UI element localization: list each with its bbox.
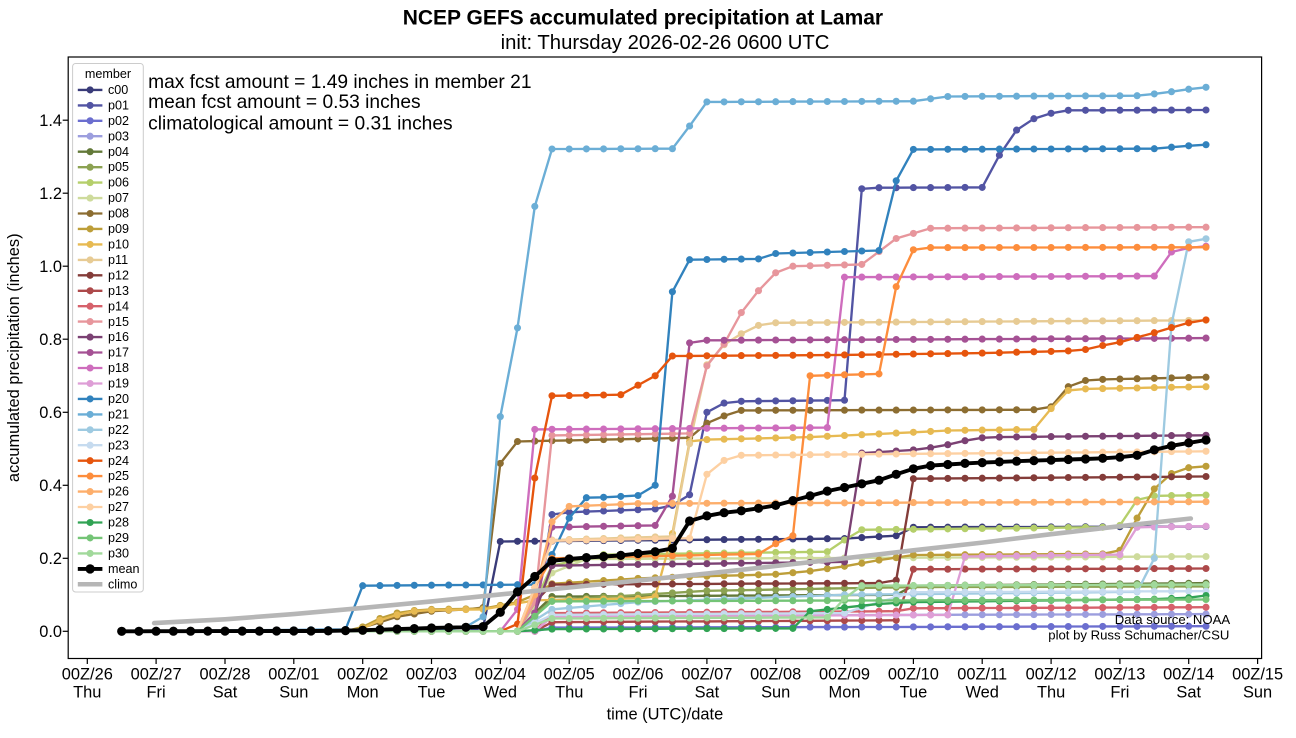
svg-text:p14: p14 — [108, 299, 129, 313]
svg-text:00Z/10: 00Z/10 — [888, 665, 939, 683]
svg-text:p05: p05 — [108, 160, 129, 174]
svg-text:1.4: 1.4 — [39, 112, 62, 130]
svg-text:p25: p25 — [108, 469, 129, 483]
svg-text:p18: p18 — [108, 361, 129, 375]
svg-text:00Z/08: 00Z/08 — [750, 665, 801, 683]
svg-text:p11: p11 — [108, 253, 128, 267]
svg-text:p09: p09 — [108, 222, 129, 236]
svg-text:max fcst amount = 1.49 inches: max fcst amount = 1.49 inches in member … — [148, 72, 531, 93]
svg-text:00Z/03: 00Z/03 — [406, 665, 457, 683]
svg-text:p30: p30 — [108, 547, 129, 561]
svg-text:plot by Russ Schumacher/CSU: plot by Russ Schumacher/CSU — [1048, 627, 1229, 642]
svg-text:00Z/13: 00Z/13 — [1094, 665, 1145, 683]
svg-text:0.4: 0.4 — [39, 477, 62, 495]
svg-text:p13: p13 — [108, 284, 129, 298]
svg-text:p16: p16 — [108, 330, 129, 344]
svg-text:p01: p01 — [108, 99, 129, 113]
svg-text:Fri: Fri — [1110, 683, 1129, 701]
svg-text:p04: p04 — [108, 145, 129, 159]
svg-text:p28: p28 — [108, 516, 129, 530]
svg-text:NCEP GEFS accumulated precipit: NCEP GEFS accumulated precipitation at L… — [403, 7, 883, 30]
svg-text:00Z/15: 00Z/15 — [1232, 665, 1283, 683]
svg-text:Tue: Tue — [418, 683, 446, 701]
svg-text:Tue: Tue — [900, 683, 928, 701]
svg-text:1.2: 1.2 — [39, 185, 62, 203]
svg-text:p26: p26 — [108, 485, 129, 499]
svg-text:Data source: NOAA: Data source: NOAA — [1115, 612, 1231, 627]
svg-text:p27: p27 — [108, 500, 129, 514]
svg-text:00Z/04: 00Z/04 — [475, 665, 526, 683]
svg-text:0.0: 0.0 — [39, 623, 62, 641]
svg-text:Sun: Sun — [761, 683, 790, 701]
svg-text:p10: p10 — [108, 238, 129, 252]
svg-text:p19: p19 — [108, 377, 129, 391]
svg-text:00Z/01: 00Z/01 — [268, 665, 319, 683]
svg-text:Mon: Mon — [347, 683, 379, 701]
svg-text:p03: p03 — [108, 129, 129, 143]
svg-text:p29: p29 — [108, 531, 129, 545]
svg-text:0.2: 0.2 — [39, 550, 62, 568]
svg-text:p23: p23 — [108, 438, 129, 452]
svg-text:p24: p24 — [108, 454, 129, 468]
svg-text:p22: p22 — [108, 423, 129, 437]
svg-text:c00: c00 — [108, 83, 128, 97]
svg-text:p17: p17 — [108, 346, 129, 360]
svg-text:00Z/02: 00Z/02 — [337, 665, 388, 683]
svg-text:00Z/27: 00Z/27 — [131, 665, 182, 683]
svg-text:accumulated precipitation (inc: accumulated precipitation (inches) — [5, 233, 23, 482]
svg-text:00Z/05: 00Z/05 — [544, 665, 595, 683]
svg-text:p06: p06 — [108, 176, 129, 190]
svg-text:0.6: 0.6 — [39, 404, 62, 422]
svg-text:0.8: 0.8 — [39, 331, 62, 349]
svg-text:Sun: Sun — [279, 683, 308, 701]
svg-text:Fri: Fri — [628, 683, 647, 701]
svg-text:00Z/26: 00Z/26 — [62, 665, 113, 683]
svg-text:00Z/28: 00Z/28 — [199, 665, 250, 683]
svg-text:Thu: Thu — [555, 683, 583, 701]
svg-text:mean: mean — [108, 562, 140, 576]
svg-text:Sun: Sun — [1243, 683, 1272, 701]
svg-text:Sat: Sat — [695, 683, 720, 701]
svg-text:Wed: Wed — [484, 683, 517, 701]
svg-text:mean fcst amount = 0.53 inches: mean fcst amount = 0.53 inches — [148, 92, 421, 113]
svg-text:00Z/12: 00Z/12 — [1026, 665, 1077, 683]
svg-text:1.0: 1.0 — [39, 258, 62, 276]
svg-text:00Z/14: 00Z/14 — [1163, 665, 1214, 683]
svg-text:p08: p08 — [108, 207, 129, 221]
svg-text:00Z/09: 00Z/09 — [819, 665, 870, 683]
svg-text:Thu: Thu — [1037, 683, 1065, 701]
svg-text:00Z/07: 00Z/07 — [681, 665, 732, 683]
svg-text:time (UTC)/date: time (UTC)/date — [607, 706, 724, 724]
svg-text:Fri: Fri — [147, 683, 166, 701]
svg-text:00Z/11: 00Z/11 — [957, 665, 1007, 683]
svg-text:Sat: Sat — [1176, 683, 1201, 701]
svg-text:Wed: Wed — [965, 683, 998, 701]
svg-text:p07: p07 — [108, 191, 129, 205]
svg-text:Thu: Thu — [73, 683, 101, 701]
svg-text:member: member — [85, 67, 131, 81]
svg-text:p20: p20 — [108, 392, 129, 406]
svg-text:climatological amount = 0.31 i: climatological amount = 0.31 inches — [148, 113, 453, 134]
svg-text:p21: p21 — [108, 408, 129, 422]
svg-text:init: Thursday 2026-02-26 0600: init: Thursday 2026-02-26 0600 UTC — [501, 32, 830, 54]
svg-text:climo: climo — [108, 577, 137, 591]
svg-text:Sat: Sat — [213, 683, 238, 701]
svg-text:p02: p02 — [108, 114, 129, 128]
svg-text:p15: p15 — [108, 315, 129, 329]
svg-text:00Z/06: 00Z/06 — [612, 665, 663, 683]
svg-text:Mon: Mon — [829, 683, 861, 701]
svg-text:p12: p12 — [108, 268, 129, 282]
